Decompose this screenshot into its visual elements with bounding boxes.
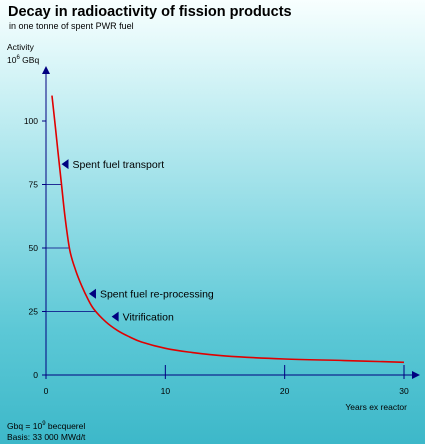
annotation-marker xyxy=(61,159,69,170)
footnote-gbq: Gbq = 109 becquerel xyxy=(7,421,85,431)
x-axis-label: Years ex reactor xyxy=(345,402,407,412)
y-axis-arrow xyxy=(42,66,50,74)
y-tick-label: 50 xyxy=(29,243,39,253)
chart-title: Decay in radioactivity of fission produc… xyxy=(8,4,292,20)
y-tick-label: 0 xyxy=(33,370,38,380)
axes xyxy=(42,66,420,379)
annotation-label: Vitrification xyxy=(123,312,174,324)
y-tick-label: 100 xyxy=(24,116,38,126)
x-axis-arrow xyxy=(412,371,420,379)
chart-subtitle: in one tonne of spent PWR fuel xyxy=(9,21,134,31)
annotation-label: Spent fuel transport xyxy=(73,159,165,171)
annotations: Spent fuel transport Spent fuel re-proces… xyxy=(61,159,214,324)
x-tick-label: 30 xyxy=(399,386,409,396)
x-tick-label: 20 xyxy=(280,386,290,396)
annotation-label: Spent fuel re-processing xyxy=(100,289,214,301)
y-axis-label: Activity xyxy=(7,42,35,52)
series-layer xyxy=(51,95,405,364)
ticks: 0 25 50 75 100 0 10 20 30 xyxy=(24,116,409,396)
y-axis-unit: 106 GBq xyxy=(7,55,39,65)
y-tick-label: 75 xyxy=(29,180,39,190)
annotation-marker xyxy=(88,288,96,299)
annotation-marker xyxy=(111,311,119,322)
x-tick-label: 10 xyxy=(161,386,171,396)
y-tick-label: 25 xyxy=(29,307,39,317)
footnote-basis: Basis: 33 000 MWd/t xyxy=(7,432,86,442)
decay-curve xyxy=(51,95,405,364)
x-tick-label: 0 xyxy=(44,386,49,396)
reference-guides xyxy=(46,184,97,312)
